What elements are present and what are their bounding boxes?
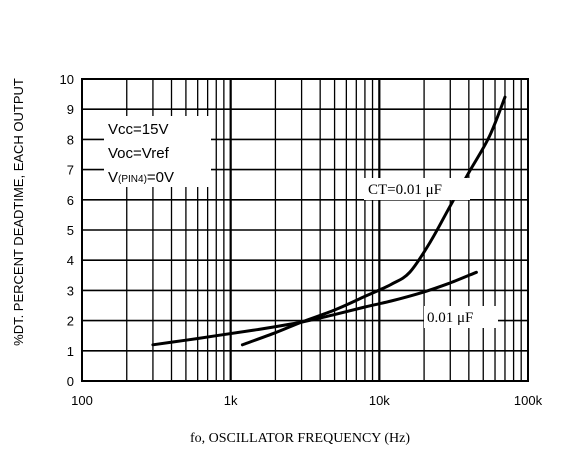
x-tick-label: 100k	[514, 393, 543, 408]
y-tick-label: 9	[67, 102, 74, 117]
curve-label-ct-text: CT=0.01 μF	[368, 182, 442, 198]
condition-vpin4: V(PIN4)=0V	[108, 169, 174, 186]
condition-vpin4-prefix: V	[108, 169, 118, 186]
series-line-2	[151, 270, 478, 347]
condition-vpin4-suffix: =0V	[147, 169, 174, 186]
y-tick-label: 1	[67, 344, 74, 359]
curve-label-001: 0.01 μF	[424, 306, 498, 328]
condition-vcc: Vcc=15V	[108, 121, 168, 138]
plot-frame	[81, 78, 529, 382]
y-tick-label: 2	[67, 314, 74, 329]
y-axis-label: %DT. PERCENT DEADTIME, EACH OUTPUT	[11, 78, 26, 346]
conditions-background	[104, 116, 211, 187]
curve-label-ct-background	[364, 178, 470, 200]
x-tick-label: 1k	[224, 393, 238, 408]
curve-label-ct: CT=0.01 μF	[364, 178, 470, 200]
y-tick-label: 5	[67, 223, 74, 238]
y-tick-label: 3	[67, 283, 74, 298]
x-tick-label: 100	[71, 393, 93, 408]
x-axis-label: fo, OSCILLATOR FREQUENCY (Hz)	[190, 431, 410, 446]
y-tick-label: 4	[67, 253, 74, 268]
y-tick-label: 7	[67, 163, 74, 178]
x-tick-label: 10k	[369, 393, 390, 408]
y-tick-label: 0	[67, 374, 74, 389]
y-tick-label: 10	[60, 72, 74, 87]
series-layer	[151, 95, 507, 347]
y-tick-label: 6	[67, 193, 74, 208]
curve-label-001-text: 0.01 μF	[427, 310, 473, 326]
conditions-box: Vcc=15V Voc=Vref V(PIN4)=0V	[104, 116, 211, 187]
y-tick-label: 8	[67, 132, 74, 147]
tick-labels: 0 1 2 3 4 5 6 7 8 9 10 100 1k 10k 100k	[60, 72, 543, 408]
condition-voc: Voc=Vref	[108, 145, 170, 162]
curve-label-001-background	[424, 306, 498, 328]
condition-vpin4-subscript: (PIN4)	[118, 174, 147, 185]
